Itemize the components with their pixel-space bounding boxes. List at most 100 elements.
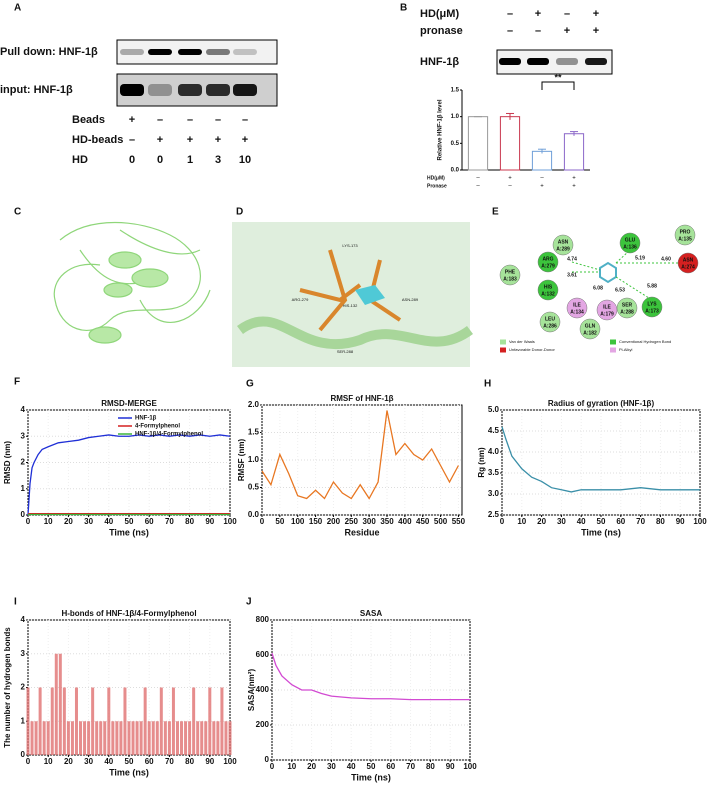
x-axis-label: Time (ns) (109, 767, 149, 777)
bar (163, 721, 167, 755)
band (178, 84, 202, 96)
row-label: Pull down: HNF-1β (0, 46, 98, 58)
x-tick-label: 20 (64, 517, 73, 526)
residue-node (674, 224, 696, 246)
x-tick-label: 90 (205, 517, 214, 526)
condition-mark: – (242, 114, 248, 126)
panel-label: D (236, 207, 243, 218)
x-tick-label: 50 (275, 517, 284, 526)
residue-id: A:173 (645, 308, 659, 314)
y-tick-label: 0.5 (248, 483, 260, 492)
panel-label: F (14, 377, 20, 388)
distance-label: 4.60 (661, 256, 671, 262)
distance-label: 5.88 (647, 283, 657, 289)
residue-node (499, 264, 521, 286)
x-row-label: HD(μM) (427, 175, 445, 181)
annotation: ** (554, 72, 562, 82)
dose-value: 1 (187, 154, 193, 166)
distance-label: 6.53 (615, 287, 625, 293)
x-tick-label: 10 (44, 757, 53, 766)
bar (83, 721, 87, 755)
helix (88, 326, 122, 344)
legend-swatch (500, 339, 506, 345)
x-tick-label: 500 (434, 517, 448, 526)
panel-label: J (246, 597, 252, 608)
condition-mark: + (215, 134, 221, 146)
bar (42, 721, 46, 755)
bar (212, 721, 216, 755)
x-row-mark: + (572, 184, 576, 190)
residue-label: ASN-289 (402, 297, 419, 302)
bar (220, 687, 224, 755)
band (233, 84, 257, 96)
bar (123, 687, 127, 755)
y-tick-label: 1.5 (248, 428, 260, 437)
x-tick-label: 50 (367, 762, 376, 771)
y-axis-label: Relative HNF-1β level (438, 99, 444, 160)
band (148, 84, 172, 96)
distance-label: 6.08 (593, 285, 603, 291)
y-tick-label: 3.5 (488, 468, 500, 477)
residue-name: ILE (573, 302, 581, 308)
condition-mark: – (129, 134, 135, 146)
x-tick-label: 550 (452, 517, 466, 526)
bar (151, 721, 155, 755)
y-tick-label: 1 (21, 484, 26, 493)
condition-mark: + (129, 114, 135, 126)
bar (224, 721, 228, 755)
bar (91, 687, 95, 755)
panel-label: A (14, 3, 21, 14)
x-tick-label: 100 (463, 762, 477, 771)
dose-value: 10 (239, 154, 251, 166)
protein-structure (53, 221, 211, 344)
x-tick-label: 200 (327, 517, 341, 526)
residue-id: A:179 (600, 311, 614, 317)
x-tick-label: 90 (676, 517, 685, 526)
bar (95, 721, 99, 755)
panel-label: I (14, 597, 17, 608)
residue-node (537, 251, 559, 273)
bar (79, 721, 83, 755)
condition-mark: + (242, 134, 248, 146)
y-tick-label: 1.5 (451, 88, 460, 94)
bar (155, 721, 159, 755)
x-tick-label: 350 (380, 517, 394, 526)
bar (103, 721, 107, 755)
backbone (53, 221, 201, 331)
y-axis-label: RMSF (nm) (237, 439, 246, 482)
residue-node (566, 297, 588, 319)
chart-title: H-bonds of HNF-1β/4-Formylphenol (61, 609, 196, 618)
residue-id: A:279 (541, 263, 555, 269)
legend-label: Van der Waals (509, 339, 535, 344)
bar (200, 721, 204, 755)
y-tick-label: 0.5 (451, 141, 460, 147)
y-tick-label: 3.0 (488, 489, 500, 498)
residue-node (616, 297, 638, 319)
residue-name: ASN (683, 257, 694, 263)
condition-mark: + (593, 8, 599, 20)
y-tick-label: 5.0 (488, 405, 500, 414)
condition-mark: – (535, 25, 541, 37)
x-tick-label: 0 (260, 517, 265, 526)
x-tick-label: 20 (307, 762, 316, 771)
condition-mark: – (187, 114, 193, 126)
legend-swatch (610, 347, 616, 353)
residue-id: A:132 (541, 291, 555, 297)
residue-node (539, 311, 561, 333)
condition-label: Beads (72, 114, 105, 126)
x-tick-label: 70 (406, 762, 415, 771)
x-axis-label: Time (ns) (109, 527, 149, 537)
band (148, 49, 172, 55)
bar (46, 721, 50, 755)
x-tick-label: 50 (125, 757, 134, 766)
x-tick-label: 30 (84, 757, 93, 766)
panel-label: B (400, 3, 407, 14)
bar (115, 721, 119, 755)
x-tick-label: 70 (165, 517, 174, 526)
x-tick-label: 40 (104, 757, 113, 766)
bar (54, 653, 58, 755)
y-tick-label: 400 (256, 685, 270, 694)
series-line (27, 434, 231, 516)
residue-name: SER (622, 302, 633, 308)
x-tick-label: 150 (309, 517, 323, 526)
